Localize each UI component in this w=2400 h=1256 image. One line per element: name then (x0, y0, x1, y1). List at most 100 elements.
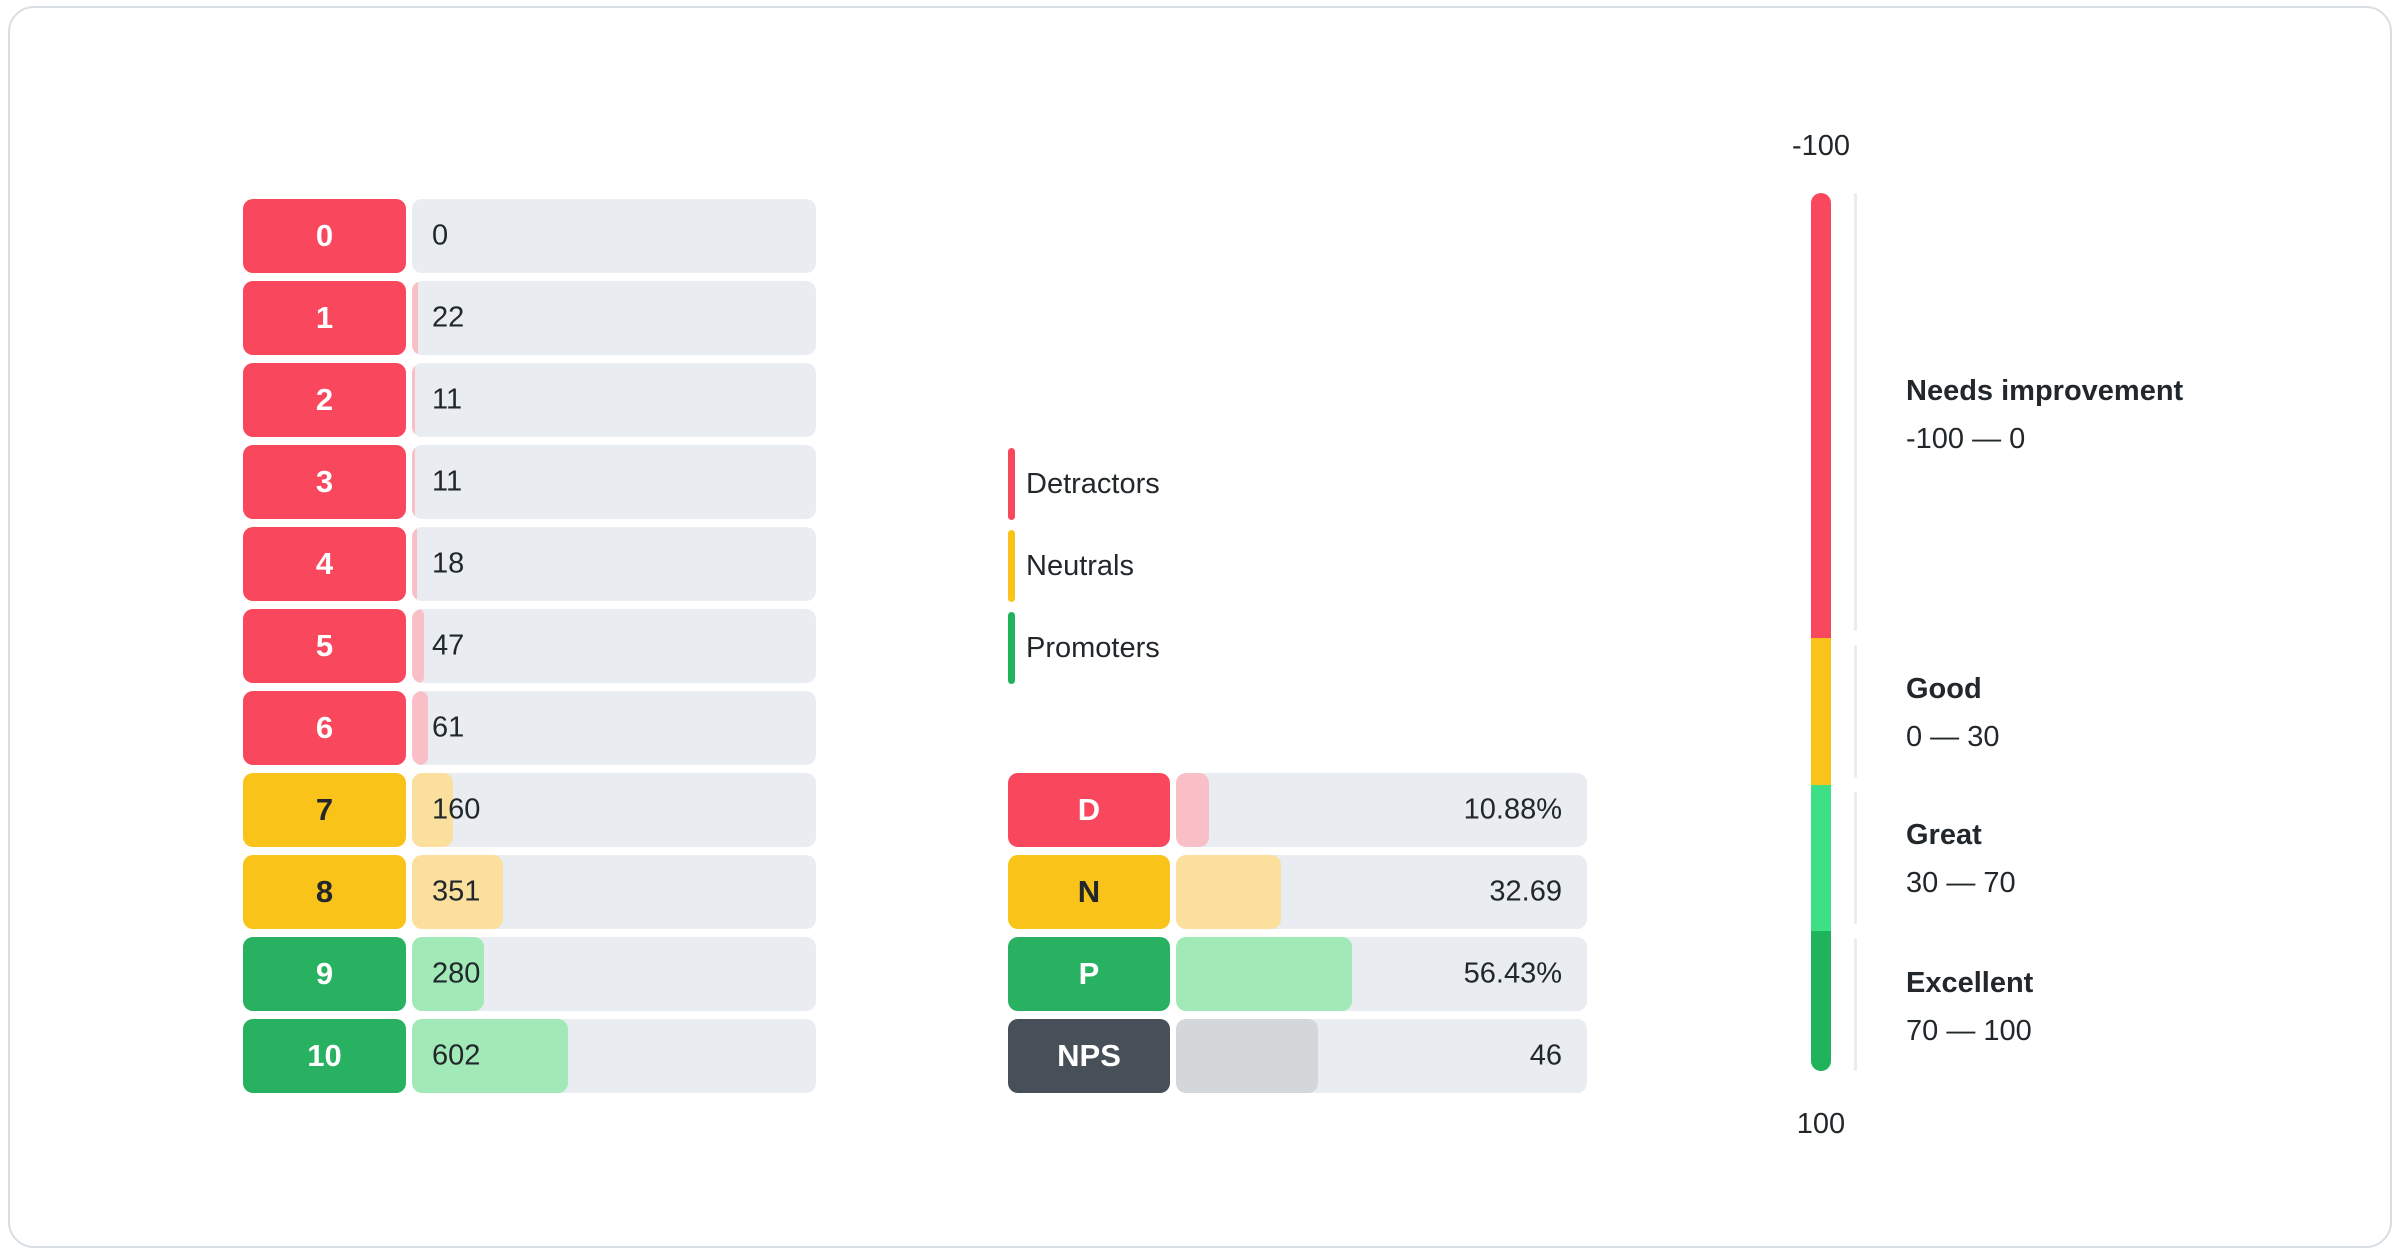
summary-row-detractors: D 10.88% (1008, 773, 1587, 847)
legend-item-promoters: Promoters (1008, 611, 1160, 685)
score-badge-2: 2 (243, 363, 406, 437)
score-row-9: 9 280 (243, 937, 816, 1011)
score-track-9: 280 (412, 937, 816, 1011)
gauge-segment-great (1811, 784, 1831, 931)
gauge-axis-segment (1854, 931, 1857, 1072)
score-row-8: 8 351 (243, 855, 816, 929)
score-row-0: 0 0 (243, 199, 816, 273)
score-count-9: 280 (432, 957, 481, 990)
summary-row-neutrals: N 32.69 (1008, 855, 1587, 929)
summary-value-d: 10.88% (1463, 793, 1562, 826)
score-count-3: 11 (432, 465, 463, 498)
score-fill-10 (412, 1019, 568, 1093)
score-badge-7: 7 (243, 773, 406, 847)
score-badge-1: 1 (243, 281, 406, 355)
score-fill-8 (412, 855, 503, 929)
score-row-4: 4 18 (243, 527, 816, 601)
zone-label-needs-improvement: Needs improvement -100 — 0 (1906, 374, 2183, 456)
gauge-min-label: -100 (1791, 130, 1851, 162)
score-row-6: 6 61 (243, 691, 816, 765)
summary-fill-d (1176, 773, 1210, 847)
score-fill-2 (412, 363, 415, 437)
summary-row-nps: NPS 46 (1008, 1019, 1587, 1093)
summary-track-p: 56.43% (1176, 937, 1587, 1011)
summary-track-n: 32.69 (1176, 855, 1587, 929)
summary-row-promoters: P 56.43% (1008, 937, 1587, 1011)
score-badge-8: 8 (243, 855, 406, 929)
score-badge-3: 3 (243, 445, 406, 519)
gauge-axis-segment (1854, 785, 1857, 931)
score-fill-5 (412, 609, 425, 683)
score-row-7: 7 160 (243, 773, 816, 847)
score-count-1: 22 (432, 301, 465, 334)
promoters-color-bar (1008, 612, 1015, 684)
nps-widget-card: 0 0 1 22 2 11 3 11 (8, 6, 2392, 1248)
score-track-4: 18 (412, 527, 816, 601)
score-fill-7 (412, 773, 454, 847)
detractors-color-bar (1008, 448, 1015, 520)
zone-label-excellent: Excellent 70 — 100 (1906, 966, 2033, 1048)
zone-label-great: Great 30 — 70 (1906, 818, 2016, 900)
score-count-8: 351 (432, 875, 481, 908)
legend-label-promoters: Promoters (1026, 631, 1160, 664)
score-fill-3 (412, 445, 415, 519)
nps-summary-chart: D 10.88% N 32.69 P 56.43% NPS 46 (1008, 773, 1587, 1101)
score-track-3: 11 (412, 445, 816, 519)
legend-label-neutrals: Neutrals (1026, 549, 1134, 582)
score-fill-4 (412, 527, 417, 601)
summary-track-d: 10.88% (1176, 773, 1587, 847)
gauge-segment-excellent (1811, 930, 1831, 1071)
score-badge-10: 10 (243, 1019, 406, 1093)
legend: Detractors Neutrals Promoters (1008, 447, 1160, 693)
zone-title: Good (1906, 673, 1982, 705)
summary-fill-nps (1176, 1019, 1318, 1093)
legend-item-detractors: Detractors (1008, 447, 1160, 521)
zone-title: Excellent (1906, 967, 2034, 999)
score-count-5: 47 (432, 629, 465, 662)
score-track-5: 47 (412, 609, 816, 683)
zone-range: 30 — 70 (1906, 867, 2016, 899)
score-count-0: 0 (432, 219, 449, 252)
score-fill-6 (412, 691, 428, 765)
summary-value-n: 32.69 (1489, 875, 1562, 908)
summary-track-nps: 46 (1176, 1019, 1587, 1093)
gauge-axis-line (1854, 193, 1857, 1072)
score-count-4: 18 (432, 547, 465, 580)
score-row-5: 5 47 (243, 609, 816, 683)
nps-gauge-bar (1811, 193, 1831, 1071)
gauge-axis-segment (1854, 193, 1857, 638)
gauge-segment-needs-improvement (1811, 193, 1831, 639)
zone-title: Needs improvement (1906, 375, 2184, 407)
score-count-10: 602 (432, 1039, 481, 1072)
summary-value-p: 56.43% (1463, 957, 1562, 990)
legend-label-detractors: Detractors (1026, 467, 1160, 500)
summary-badge-p: P (1008, 937, 1170, 1011)
score-track-1: 22 (412, 281, 816, 355)
score-track-0: 0 (412, 199, 816, 273)
zone-label-good: Good 0 — 30 (1906, 672, 2000, 754)
summary-badge-n: N (1008, 855, 1170, 929)
zone-range: 0 — 30 (1906, 721, 2000, 753)
score-badge-5: 5 (243, 609, 406, 683)
gauge-max-label: 100 (1796, 1108, 1846, 1140)
score-track-7: 160 (412, 773, 816, 847)
score-row-10: 10 602 (243, 1019, 816, 1093)
summary-fill-p (1176, 937, 1353, 1011)
zone-title: Great (1906, 819, 1982, 851)
score-badge-0: 0 (243, 199, 406, 273)
neutrals-color-bar (1008, 530, 1015, 602)
zone-range: 70 — 100 (1906, 1015, 2032, 1047)
summary-badge-d: D (1008, 773, 1170, 847)
score-track-10: 602 (412, 1019, 816, 1093)
zone-range: -100 — 0 (1906, 423, 2026, 455)
summary-badge-nps: NPS (1008, 1019, 1170, 1093)
summary-fill-n (1176, 855, 1282, 929)
score-count-2: 11 (432, 383, 463, 416)
score-row-2: 2 11 (243, 363, 816, 437)
score-track-2: 11 (412, 363, 816, 437)
summary-value-nps: 46 (1529, 1039, 1562, 1072)
score-badge-6: 6 (243, 691, 406, 765)
score-badge-9: 9 (243, 937, 406, 1011)
score-row-3: 3 11 (243, 445, 816, 519)
score-badge-4: 4 (243, 527, 406, 601)
